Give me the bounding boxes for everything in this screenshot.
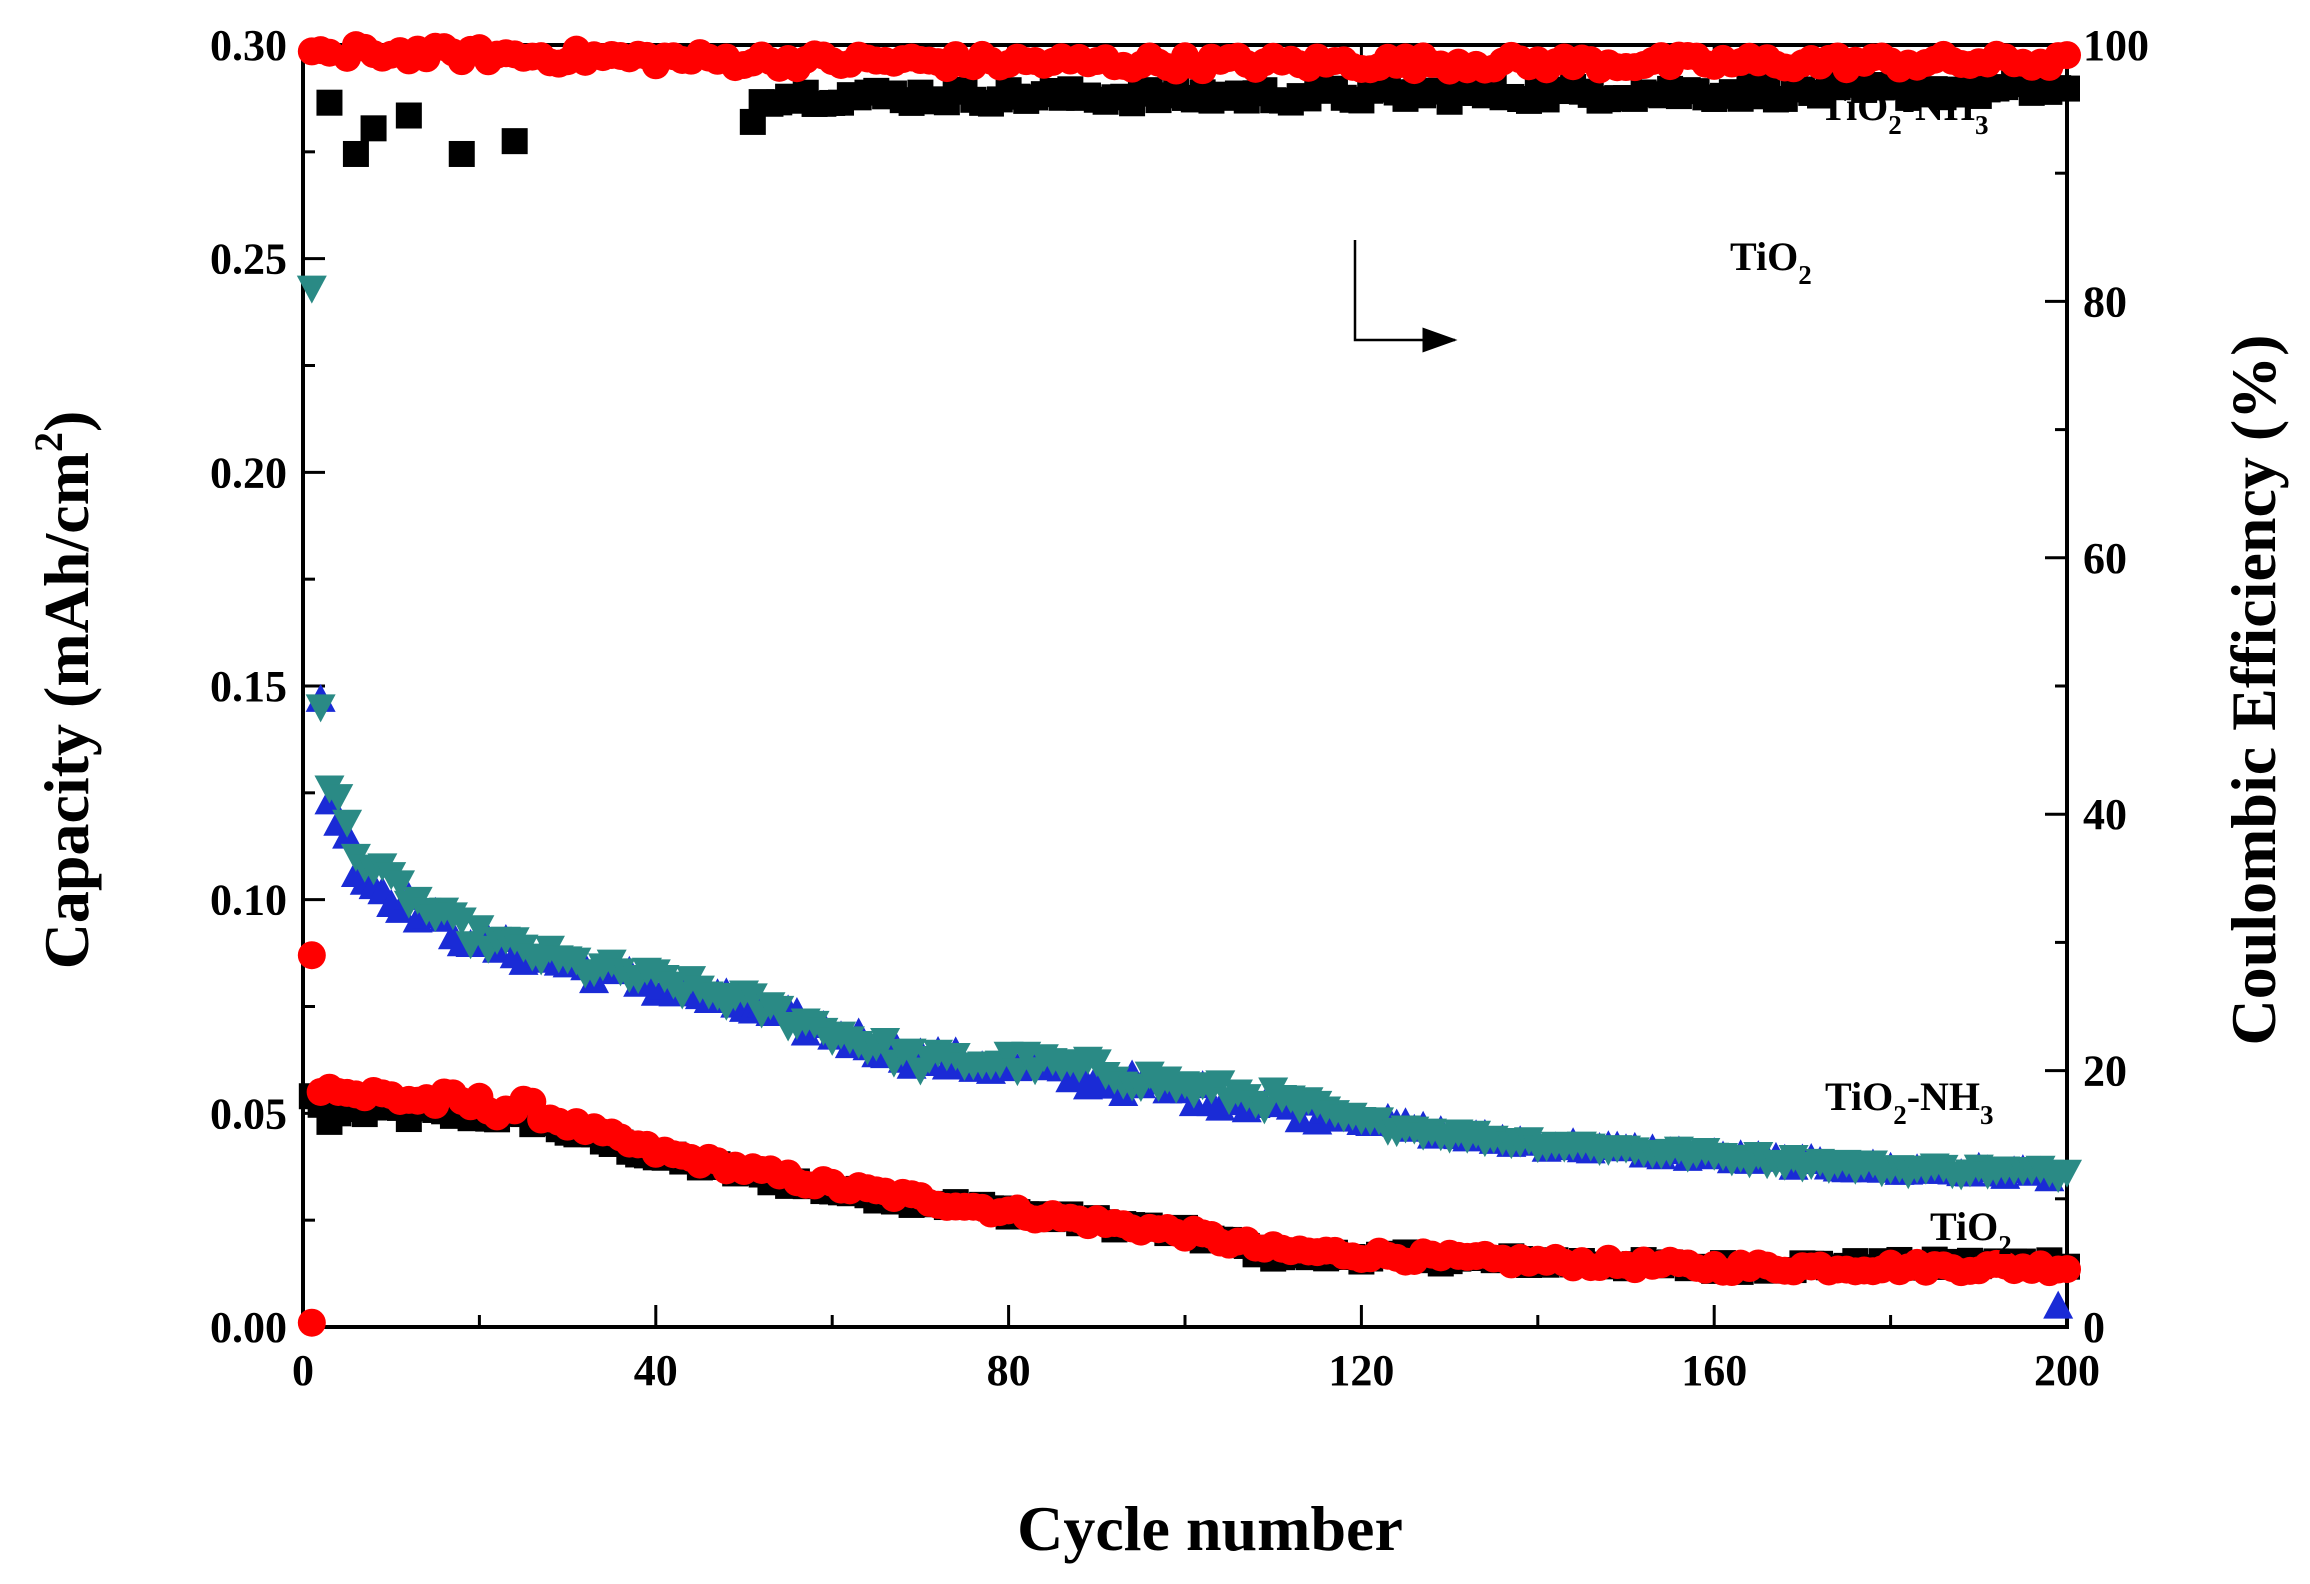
y-axis-right-title: Coulombic Efficiency (%)	[2218, 335, 2289, 1046]
x-tick-label: 200	[2034, 1346, 2100, 1395]
series-3-point	[332, 809, 363, 838]
series-3-point	[1205, 1070, 1236, 1099]
y-right-tick-label: 60	[2083, 534, 2127, 583]
x-tick-label: 120	[1328, 1346, 1394, 1395]
y-left-tick-label: 0.30	[210, 21, 287, 70]
series-4-point	[501, 128, 528, 155]
data-marks	[296, 31, 2082, 1337]
x-axis-title: Cycle number	[1017, 1493, 1403, 1564]
annotation-ce-tio2-nh3: TiO2-NH3	[1820, 84, 1989, 140]
x-tick-label: 0	[292, 1346, 314, 1395]
y-left-tick-label: 0.05	[210, 1089, 287, 1138]
right-axis-arrow	[1353, 240, 1458, 353]
series-3-point	[870, 1028, 901, 1057]
x-tick-label: 40	[634, 1346, 678, 1395]
series-outlier-point	[297, 1308, 326, 1337]
series-3-point	[305, 694, 336, 723]
y-axis-left-title: Capacity (mAh/cm2)	[26, 411, 102, 970]
y-right-tick-label: 80	[2083, 277, 2127, 326]
annotation-ce-tio2: TiO2	[1730, 234, 1812, 290]
annotation-cap-tio2-nh3: TiO2-NH3	[1825, 1074, 1994, 1130]
y-left-tick-label: 0.25	[210, 235, 287, 284]
y-right-tick-label: 40	[2083, 790, 2127, 839]
y-right-tick-label: 0	[2083, 1303, 2105, 1352]
series-2-point	[2043, 1290, 2074, 1319]
series-3-point	[896, 1038, 927, 1067]
series-5-point	[2053, 41, 2081, 70]
y-right-tick-label: 20	[2083, 1047, 2127, 1096]
y-left-tick-label: 0.00	[210, 1303, 287, 1352]
series-3-point	[323, 784, 354, 813]
series-3-point	[296, 275, 327, 304]
series-4-point	[316, 89, 343, 116]
series-1-point	[297, 941, 326, 970]
tick-labels: 0 40 80 120 160 2000.000.050.100.150.200.250.…	[210, 21, 2149, 1395]
y-left-tick-label: 0.20	[210, 448, 287, 497]
series-3-point	[764, 995, 795, 1024]
series-3-point	[737, 983, 768, 1012]
y-left-tick-label: 0.10	[210, 876, 287, 925]
x-tick-label: 160	[1681, 1346, 1747, 1395]
series-4-point	[2054, 75, 2080, 102]
y-right-tick-label: 100	[2083, 21, 2149, 70]
series-4-point	[448, 140, 475, 167]
series-3-point	[2052, 1159, 2082, 1188]
series-4-point	[395, 102, 422, 129]
series-3-point	[1249, 1096, 1280, 1125]
series-4-point	[342, 140, 369, 167]
y-left-tick-label: 0.15	[210, 662, 287, 711]
series-3-point	[446, 907, 477, 936]
series-3-point	[464, 915, 495, 944]
series-3-point	[385, 870, 416, 899]
series-4-point	[360, 115, 387, 142]
x-tick-label: 80	[987, 1346, 1031, 1395]
series-1-point	[2053, 1255, 2081, 1284]
